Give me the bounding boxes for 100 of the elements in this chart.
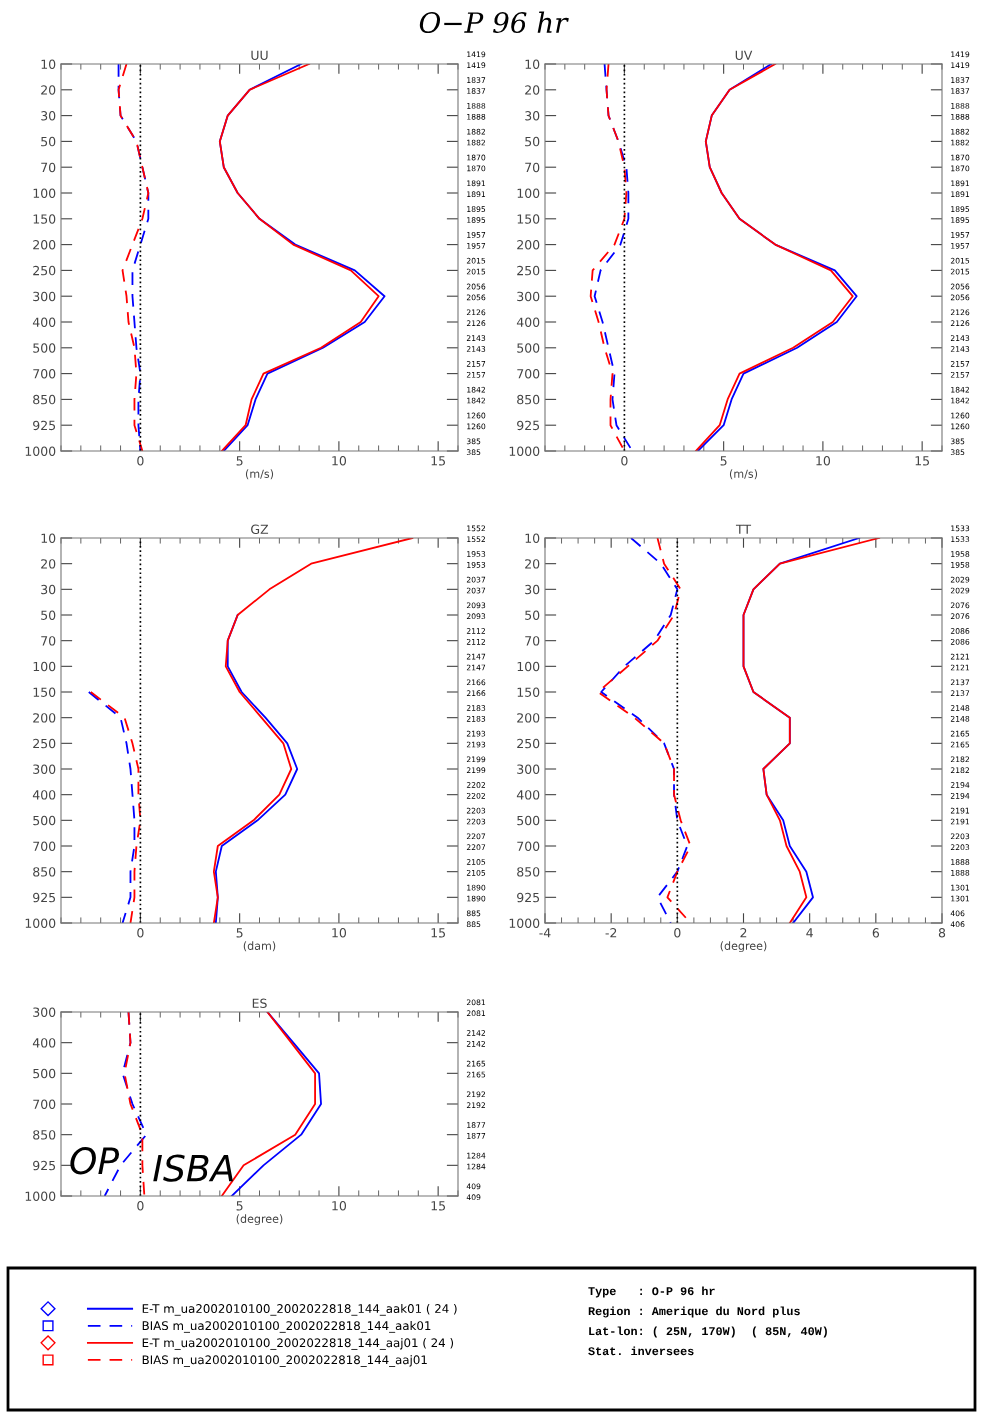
text: Lat-lon: ( 25N, 170W) ( 85N, 40W) (589, 1326, 827, 1338)
y-tick-label: 500 (33, 815, 56, 826)
chart-title: UU (251, 50, 268, 61)
y-tick-label: 300 (517, 764, 540, 774)
x-tick-label: 15 (431, 928, 446, 938)
y-tick-label: 10 (41, 533, 56, 543)
y-tick-label: 20 (41, 559, 56, 569)
y-tick-label: 50 (41, 136, 56, 147)
y-tick-label: 400 (516, 790, 540, 800)
y-tick-label: 400 (516, 317, 540, 327)
x-tick-label: -2 (605, 928, 617, 938)
x-axis-title: (m/s) (729, 469, 758, 480)
y-tick-label: 150 (33, 214, 56, 224)
y-tick-label: 10 (525, 59, 540, 69)
y-tick-label: 850 (33, 867, 56, 877)
y-tick-label: 250 (517, 738, 540, 749)
x-tick-label: 15 (431, 456, 446, 466)
x-tick-label: 10 (332, 1201, 347, 1211)
chart-title: ES (252, 998, 267, 1009)
y-tick-label: 300 (33, 291, 56, 302)
y-tick-label: 30 (525, 111, 540, 121)
x-axis-title: (m/s) (245, 469, 274, 480)
y-tick-label: 30 (525, 584, 540, 595)
x-tick-label: 4 (806, 928, 813, 938)
y-tick-label: 700 (33, 369, 56, 379)
text: Region : Amerique du Nord plus (588, 1306, 800, 1318)
y-tick-label: 100 (517, 661, 540, 672)
y-tick-label: 10 (41, 59, 56, 69)
y-tick-label: 70 (41, 162, 56, 173)
y-tick-label: 500 (33, 343, 56, 353)
y-tick-label: 400 (32, 1038, 56, 1048)
y-tick-label: 925 (517, 892, 540, 903)
y-tick-label: 925 (33, 1160, 56, 1171)
y-tick-label: 700 (33, 841, 56, 851)
y-tick-label: 20 (41, 85, 56, 95)
y-tick-label: 30 (41, 584, 56, 595)
x-tick-label: 5 (236, 456, 243, 466)
y-tick-label: 50 (41, 610, 56, 620)
x-tick-label: 15 (915, 456, 930, 466)
x-axis-title: (dam) (243, 941, 276, 952)
x-tick-label: 2 (740, 928, 747, 938)
y-tick-label: 500 (33, 1068, 56, 1079)
y-tick-label: 1000 (509, 446, 540, 456)
y-tick-label: 500 (517, 343, 540, 353)
y-tick-label: 1000 (25, 446, 56, 456)
x-tick-label: 5 (236, 928, 243, 938)
chart-title: TT (735, 524, 752, 534)
y-tick-label: 850 (517, 867, 540, 877)
annotation: OP (70, 1147, 120, 1175)
x-axis-title: (degree) (720, 941, 767, 953)
x-tick-label: 0 (137, 928, 144, 938)
x-tick-label: -4 (539, 928, 551, 938)
y-tick-label: 925 (517, 420, 540, 431)
x-tick-label: 0 (137, 456, 144, 466)
chart-title: GZ (251, 524, 269, 535)
x-axis-title: (degree) (236, 1214, 283, 1226)
annotation: ISBA (153, 1154, 233, 1182)
x-tick-label: 6 (872, 928, 880, 938)
y-tick-label: 70 (525, 162, 540, 173)
legend-label: E-T m_ua2002010100_2002022818_144_aaj01 ( 24 ) (142, 1338, 454, 1350)
y-tick-label: 300 (517, 291, 540, 302)
y-tick-label: 500 (517, 815, 540, 826)
x-tick-label: 0 (137, 1201, 144, 1211)
y-tick-label: 200 (33, 240, 56, 250)
x-tick-label: 5 (720, 456, 727, 466)
x-tick-label: 10 (332, 456, 347, 466)
y-tick-label: 300 (33, 764, 56, 774)
y-tick-label: 200 (517, 713, 540, 723)
y-tick-label: 700 (517, 841, 540, 851)
x-tick-label: 15 (431, 1201, 446, 1211)
y-tick-label: 850 (33, 1130, 56, 1140)
x-tick-label: 5 (236, 1201, 243, 1211)
text: Type : O-P 96 hr (588, 1286, 715, 1298)
legend-label: E-T m_ua2002010100_2002022818_144_aak01 ( 24 ) (142, 1303, 457, 1316)
y-tick-label: 200 (517, 240, 540, 250)
legend-label: BIAS m_ua2002010100_2002022818_144_aak01 (142, 1320, 431, 1333)
y-tick-label: 20 (525, 85, 540, 95)
y-tick-label: 30 (41, 111, 56, 121)
y-tick-label: 1000 (509, 918, 540, 928)
y-tick-label: 400 (32, 317, 56, 327)
chart-title: UV (735, 50, 753, 61)
y-tick-label: 150 (517, 214, 540, 224)
y-tick-label: 50 (525, 136, 540, 147)
y-tick-label: 700 (517, 369, 540, 379)
y-tick-label: 700 (33, 1099, 56, 1109)
y-tick-label: 10 (525, 533, 540, 543)
y-tick-label: 250 (517, 265, 540, 276)
y-tick-label: 300 (33, 1007, 56, 1017)
y-tick-label: 400 (32, 790, 56, 800)
y-tick-label: 150 (517, 687, 540, 697)
x-tick-label: 0 (621, 456, 628, 466)
x-tick-label: 0 (674, 928, 681, 938)
y-tick-label: 100 (517, 188, 540, 198)
y-tick-label: 850 (33, 394, 56, 405)
y-tick-label: 850 (517, 394, 540, 405)
y-tick-label: 925 (33, 420, 56, 431)
legend-label: BIAS m_ua2002010100_2002022818_144_aaj01 (142, 1355, 427, 1367)
y-tick-label: 250 (33, 738, 56, 749)
y-tick-label: 925 (33, 892, 56, 903)
x-tick-label: 10 (816, 456, 831, 466)
